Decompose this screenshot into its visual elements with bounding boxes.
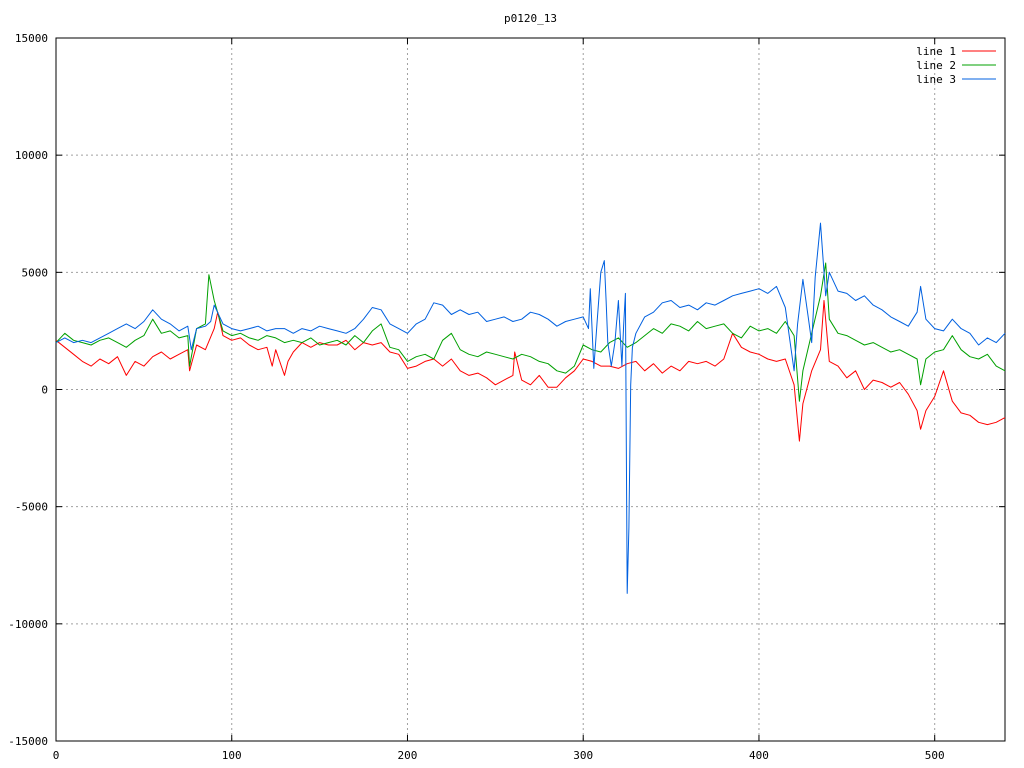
series-line-2 bbox=[55, 262, 1006, 402]
x-tick-label: 0 bbox=[53, 749, 60, 762]
legend-label-1: line 1 bbox=[916, 45, 956, 58]
chart-title: p0120_13 bbox=[504, 12, 557, 25]
y-tick-label: -15000 bbox=[8, 735, 48, 748]
axis-ticks: 0 100 200 300 400 500 -15000 -10000 -5000 0 5000 10… bbox=[8, 32, 1005, 762]
y-tick-label: 15000 bbox=[15, 32, 48, 45]
y-tick-label: 10000 bbox=[15, 149, 48, 162]
y-tick-label: -10000 bbox=[8, 618, 48, 631]
legend-label-2: line 2 bbox=[916, 59, 956, 72]
series-line-3 bbox=[55, 222, 1006, 594]
x-tick-label: 300 bbox=[573, 749, 593, 762]
x-tick-label: 200 bbox=[398, 749, 418, 762]
series-layer bbox=[55, 222, 1006, 594]
legend-label-3: line 3 bbox=[916, 73, 956, 86]
x-tick-label: 400 bbox=[749, 749, 769, 762]
series-line-1 bbox=[55, 300, 1006, 442]
y-tick-label: -5000 bbox=[15, 501, 48, 514]
y-tick-label: 5000 bbox=[22, 266, 49, 279]
x-tick-label: 500 bbox=[925, 749, 945, 762]
x-tick-label: 100 bbox=[222, 749, 242, 762]
grid-lines bbox=[56, 38, 1005, 741]
y-tick-label: 0 bbox=[41, 384, 48, 397]
